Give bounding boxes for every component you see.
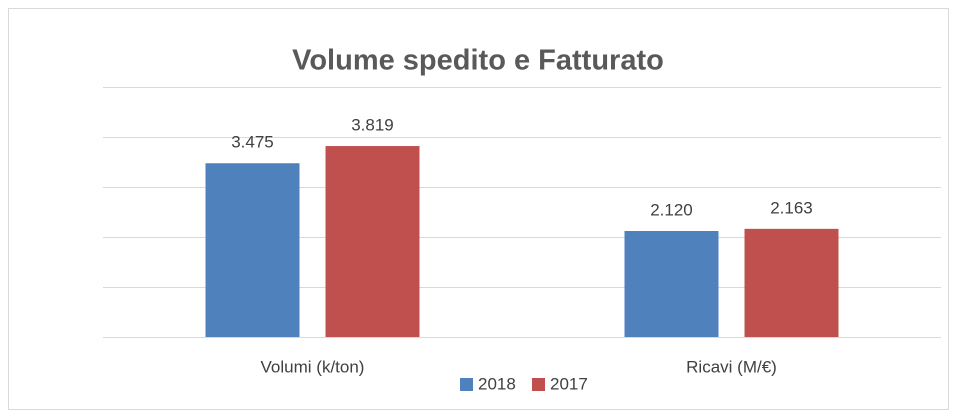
bar bbox=[744, 228, 839, 337]
chart-border bbox=[8, 8, 949, 410]
bar bbox=[325, 146, 420, 337]
value-label: 3.475 bbox=[231, 133, 274, 152]
bar bbox=[624, 231, 719, 337]
legend-label: 2018 bbox=[478, 374, 516, 393]
value-label: 2.163 bbox=[770, 198, 813, 217]
legend-swatch bbox=[532, 378, 545, 391]
x-tick-label: Volumi (k/ton) bbox=[261, 357, 365, 376]
bar bbox=[205, 163, 300, 337]
chart-title: Volume spedito e Fatturato bbox=[292, 45, 664, 77]
value-label: 2.120 bbox=[650, 200, 693, 219]
value-label: 3.819 bbox=[351, 116, 394, 135]
legend-swatch bbox=[460, 378, 473, 391]
legend-label: 2017 bbox=[550, 374, 588, 393]
x-tick-label: Ricavi (M/€) bbox=[686, 357, 777, 376]
